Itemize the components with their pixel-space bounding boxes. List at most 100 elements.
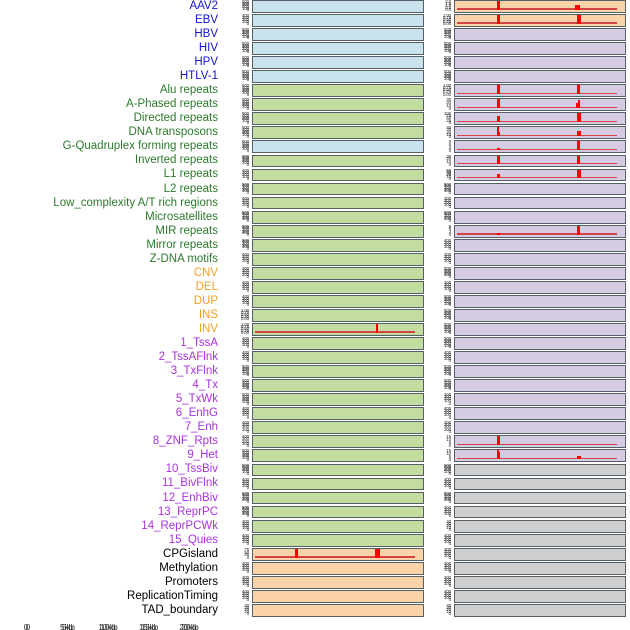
y-axis-ticks: 500 400 300 200 100 0 — [228, 56, 249, 69]
track-right — [454, 224, 626, 238]
track-right — [454, 154, 626, 168]
y-axis-ticks: 500 400 300 200 100 0 — [428, 336, 451, 350]
y-tick-label: 0 — [246, 161, 250, 167]
y-tick-label: 100 — [241, 356, 249, 362]
y-axis-ticks: 400 300 200 100 0 — [228, 13, 249, 27]
plot-area — [253, 352, 423, 363]
baseline — [457, 22, 617, 24]
y-tick-label: 400 — [443, 350, 451, 356]
data-bar — [496, 173, 500, 179]
y-tick-label: 0 — [448, 119, 452, 125]
y-tick-label: 400 — [241, 406, 249, 412]
y-tick-label: 0 — [246, 189, 250, 195]
row-label: ReplicationTiming — [127, 589, 218, 602]
plot-area — [455, 57, 625, 68]
y-tick-label: 300 — [241, 520, 249, 526]
y-tick-label: 0 — [246, 400, 250, 406]
row-label: HTLV-1 — [179, 70, 218, 83]
y-tick-label: 100 — [443, 272, 451, 278]
y-tick-label: 0 — [448, 414, 452, 420]
track-right — [454, 252, 626, 266]
track-right — [454, 575, 626, 589]
y-tick-label: 75 — [244, 546, 249, 552]
y-tick-label: 400 — [241, 434, 249, 440]
y-tick-label: 500 — [443, 490, 451, 496]
data-bar — [578, 99, 581, 109]
y-tick-label: 300 — [241, 451, 249, 457]
plot-area — [455, 352, 625, 363]
y-axis-ticks: 400 300 200 100 0 — [228, 575, 249, 589]
y-tick-label: 200 — [443, 60, 451, 66]
y-tick-label: 400 — [241, 336, 249, 342]
plot-area — [455, 296, 625, 307]
y-tick-label: 0 — [246, 611, 250, 617]
y-tick-label: 200 — [241, 199, 249, 205]
data-bar — [575, 102, 579, 109]
plot-area — [455, 380, 625, 391]
track-left — [252, 154, 424, 168]
y-tick-label: 100 — [241, 103, 249, 109]
track-right — [454, 421, 626, 435]
plot-area — [455, 198, 625, 209]
y-axis-ticks: 500 400 300 200 100 0 — [228, 393, 249, 406]
y-axis-ticks: 500 400 300 200 100 0 — [228, 70, 249, 83]
y-tick-label: 100 — [443, 581, 451, 587]
y-axis-ticks: 500 400 300 200 100 0 — [228, 112, 249, 125]
plot-area — [455, 240, 625, 251]
y-tick-label: 30 — [446, 520, 451, 526]
y-tick-label: 200 — [443, 593, 451, 599]
y-axis-ticks: 1.00 0.75 0.50 0.25 0.00 — [428, 84, 451, 97]
y-tick-label: 300 — [241, 408, 249, 414]
row-label: L2 repeats — [163, 182, 218, 195]
y-tick-label: 0 — [448, 217, 452, 223]
plot-area — [253, 493, 423, 504]
track-left — [252, 407, 424, 421]
y-tick-label: 0 — [246, 119, 250, 125]
y-tick-label: 0.5 — [445, 5, 451, 11]
row-label: 10_TssBiv — [165, 463, 218, 476]
y-tick-label: 200 — [443, 32, 451, 38]
y-tick-label: 300 — [241, 395, 249, 401]
row-label: MIR repeats — [155, 224, 218, 237]
y-tick-label: 500 — [241, 153, 249, 159]
y-tick-label: 300 — [241, 212, 249, 218]
y-tick-label: 200 — [241, 3, 249, 9]
y-tick-label: 300 — [241, 562, 249, 568]
y-tick-label: 200 — [241, 397, 249, 403]
y-tick-label: 200 — [443, 199, 451, 205]
y-tick-label: 20 — [446, 172, 451, 178]
y-tick-label: 400 — [241, 492, 249, 498]
row-label: Directed repeats — [133, 112, 218, 125]
y-tick-label: 300 — [241, 58, 249, 64]
y-tick-label: 40 — [446, 169, 451, 175]
y-tick-label: 200 — [241, 255, 249, 261]
y-tick-label: 100 — [241, 160, 249, 166]
y-tick-label: 0 — [246, 569, 250, 575]
x-tick-label: 15kb — [140, 623, 159, 630]
track-right — [454, 323, 626, 336]
y-tick-label: 400 — [443, 504, 451, 510]
row-label: DEL — [195, 280, 218, 293]
y-tick-label: 400 — [241, 518, 249, 524]
y-tick-label: 0 — [246, 428, 250, 434]
track-left — [252, 140, 424, 154]
y-tick-label: 200 — [443, 341, 451, 347]
plot-area — [455, 507, 625, 518]
y-axis-ticks: 500 400 300 200 100 0 — [428, 294, 451, 308]
plot-area — [455, 99, 625, 110]
track-left — [252, 477, 424, 491]
y-tick-label: 0 — [246, 302, 250, 308]
plot-area — [455, 15, 625, 26]
y-tick-label: 200 — [443, 270, 451, 276]
y-tick-label: 200 — [241, 564, 249, 570]
y-tick-label: 400 — [443, 492, 451, 498]
y-tick-label: 0.75 — [442, 15, 451, 21]
plot-area — [253, 57, 423, 68]
plot-area — [455, 85, 625, 96]
y-tick-label: 0 — [448, 231, 452, 237]
plot-area — [253, 254, 423, 265]
track-right — [454, 266, 626, 280]
y-tick-label: 2.0 — [445, 0, 451, 4]
y-tick-label: 500 — [241, 125, 249, 131]
track-left — [252, 266, 424, 280]
